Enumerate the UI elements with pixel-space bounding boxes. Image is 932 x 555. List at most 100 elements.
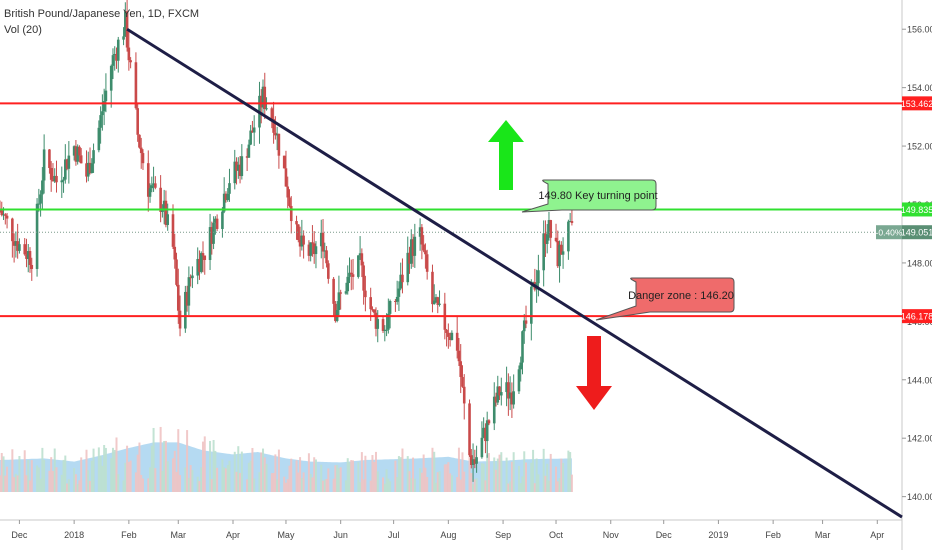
volume-bar (184, 467, 187, 492)
volume-bar (129, 460, 132, 492)
candle-body (139, 147, 143, 154)
candle-body (406, 252, 410, 283)
candle-body (238, 164, 242, 177)
volume-bar (76, 484, 79, 492)
volume-bar (510, 461, 513, 492)
candle-body (245, 156, 249, 158)
volume-bar (533, 483, 536, 492)
candle-body (28, 251, 32, 265)
candle-body (201, 253, 205, 256)
volume-bar (212, 440, 215, 492)
candle-body (358, 253, 362, 256)
candle-body (558, 244, 561, 267)
danger-zone-callout-text: Danger zone : 146.20 (628, 290, 734, 302)
candle-body (214, 218, 217, 223)
candle-body (92, 150, 95, 164)
candle-body (484, 427, 487, 442)
candle-body (556, 241, 560, 267)
candle-body (212, 222, 215, 244)
volume-bar (436, 472, 439, 492)
candle-body (549, 220, 553, 238)
volume-bar (23, 450, 26, 492)
candle-body (138, 134, 141, 148)
candle-body (5, 215, 9, 219)
candle-body (124, 11, 127, 37)
candle-body (161, 210, 164, 212)
candle-body (185, 291, 189, 306)
candle-body (141, 153, 145, 164)
candle-body (86, 162, 90, 177)
candle-body (113, 53, 117, 56)
volume-bar (11, 449, 14, 492)
volume-bar (239, 472, 242, 492)
candle-body (300, 235, 304, 247)
candle-body (349, 272, 353, 275)
trendline[interactable] (126, 27, 903, 519)
candle-body (2, 214, 5, 216)
volume-bar (85, 449, 88, 492)
volume-bar (198, 481, 201, 492)
candle-body (450, 332, 454, 341)
candle-body (148, 188, 152, 197)
candle-body (173, 246, 177, 260)
candle-body (348, 272, 351, 277)
candle-body (228, 183, 231, 194)
price-change-label: -0.40% (876, 228, 903, 238)
candle-body (16, 241, 19, 251)
volume-bar (258, 472, 261, 492)
candle-body (424, 250, 427, 255)
candle-body (154, 183, 157, 188)
candle-body (78, 146, 81, 156)
volume-bar (265, 463, 268, 492)
candle-body (39, 194, 42, 204)
volume-bar (480, 463, 483, 492)
candle-body (249, 130, 252, 145)
danger-zone-callout[interactable] (595, 277, 735, 321)
volume-bar (394, 460, 397, 492)
candle-body (357, 255, 360, 277)
candle-body (171, 214, 175, 247)
volume-bar (362, 479, 365, 492)
volume-bar (373, 461, 376, 492)
volume-bar (203, 436, 206, 492)
volume-bar (89, 480, 92, 492)
volume-bar (359, 482, 362, 492)
volume-bar (438, 471, 441, 492)
volume-bar (111, 447, 114, 492)
x-tick-label: May (277, 530, 295, 540)
volume-bar (422, 454, 425, 492)
candle-body (221, 211, 224, 229)
y-tick-label: 142.000 (907, 434, 932, 444)
key-turning-point-callout[interactable] (521, 179, 657, 213)
volume-bar (567, 450, 570, 492)
volume-bar (459, 479, 462, 492)
volume-bar (397, 456, 400, 492)
candle-body (381, 319, 385, 331)
volume-bar (166, 461, 169, 492)
volume-bar (449, 473, 452, 492)
candle-body (507, 382, 510, 399)
volume-bar (424, 467, 427, 492)
volume-bar (134, 472, 137, 492)
candle-body (76, 146, 79, 162)
volume-bar (323, 479, 326, 492)
candle-body (282, 155, 286, 169)
candle-body (298, 240, 302, 247)
candle-body (510, 392, 514, 405)
candle-body (166, 214, 169, 225)
candle-body (385, 329, 388, 331)
volume-bar (535, 458, 538, 492)
candle-body (394, 300, 397, 302)
volume-bar (237, 446, 240, 492)
candle-body (259, 95, 263, 108)
candle-body (471, 459, 475, 465)
volume-bar (277, 449, 280, 492)
volume-bar (127, 461, 130, 492)
x-tick-label: Aug (440, 530, 456, 540)
volume-bar (80, 457, 83, 492)
candle-body (37, 203, 41, 205)
volume-bar (18, 456, 21, 492)
volume-bar (66, 483, 69, 492)
